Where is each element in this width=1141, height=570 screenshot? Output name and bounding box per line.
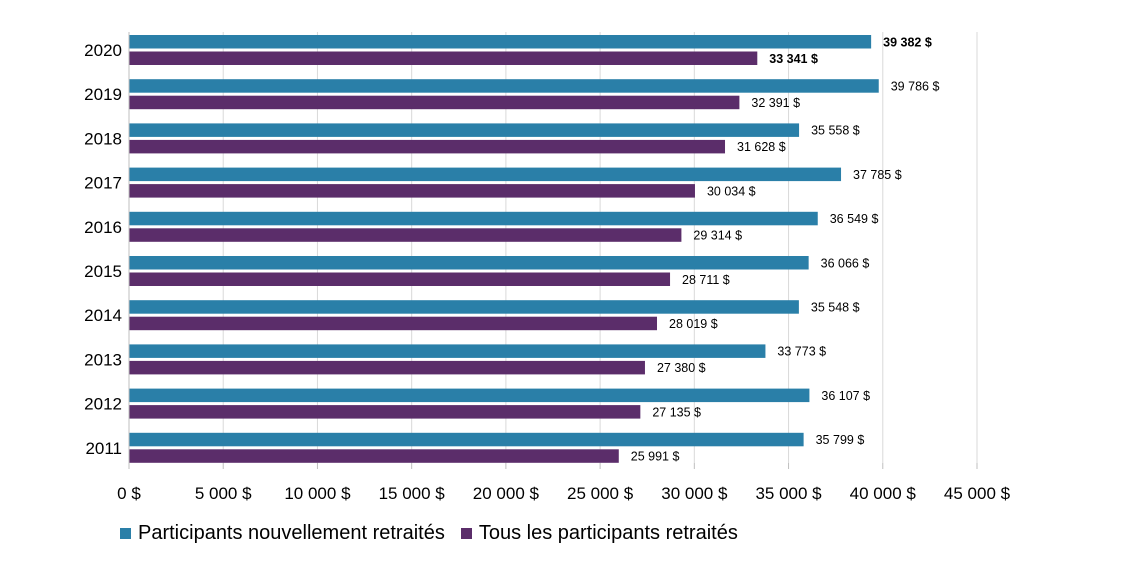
bar-all-retirees-2011 — [129, 449, 619, 463]
bar-new-retirees-2019 — [129, 79, 879, 93]
data-label: 28 019 $ — [669, 317, 718, 331]
bar-all-retirees-2017 — [129, 184, 695, 198]
data-label: 29 314 $ — [693, 229, 742, 243]
data-label: 27 135 $ — [652, 405, 701, 419]
bar-new-retirees-2012 — [129, 388, 810, 403]
category-label-2013: 2013 — [84, 350, 122, 369]
x-tick-label: 35 000 $ — [755, 484, 822, 503]
bar-all-retirees-2014 — [129, 316, 658, 331]
data-label: 25 991 $ — [631, 450, 680, 464]
x-tick-label: 25 000 $ — [567, 484, 634, 503]
bar-new-retirees-2015 — [129, 256, 809, 270]
data-label: 37 785 $ — [853, 168, 902, 182]
bar-all-retirees-2012 — [129, 405, 641, 419]
legend-swatch-new-retirees — [120, 528, 131, 539]
bar-new-retirees-2016 — [129, 211, 818, 226]
x-tick-label: 5 000 $ — [195, 484, 252, 503]
bar-all-retirees-2013 — [129, 360, 645, 375]
category-label-2018: 2018 — [84, 129, 122, 148]
data-label: 39 382 $ — [883, 35, 932, 49]
legend-label-all-retirees: Tous les participants retraités — [478, 522, 738, 544]
data-label: 35 558 $ — [811, 124, 860, 138]
bar-all-retirees-2019 — [129, 95, 740, 110]
data-label: 36 107 $ — [821, 389, 870, 403]
data-label: 39 786 $ — [891, 79, 940, 93]
bar-new-retirees-2018 — [129, 123, 800, 137]
bar-all-retirees-2016 — [129, 228, 682, 242]
x-tick-label: 45 000 $ — [944, 484, 1011, 503]
data-label: 32 391 $ — [751, 96, 800, 110]
category-label-2015: 2015 — [84, 262, 122, 281]
legend-label-new-retirees: Participants nouvellement retraités — [138, 522, 445, 544]
data-label: 27 380 $ — [657, 361, 706, 375]
data-label: 35 548 $ — [811, 300, 860, 314]
legend-item-new-retirees: Participants nouvellement retraités — [120, 522, 445, 545]
x-tick-label: 0 $ — [117, 484, 141, 503]
bar-all-retirees-2015 — [129, 272, 671, 286]
bar-new-retirees-2013 — [129, 344, 766, 358]
bar-new-retirees-2011 — [129, 432, 804, 447]
category-label-2017: 2017 — [84, 174, 122, 193]
data-label: 33 341 $ — [769, 52, 818, 66]
bar-new-retirees-2017 — [129, 167, 842, 182]
category-label-2011: 2011 — [85, 439, 122, 458]
data-label: 35 799 $ — [816, 433, 865, 447]
data-label: 31 628 $ — [737, 140, 786, 154]
data-label: 28 711 $ — [682, 273, 730, 287]
category-label-2019: 2019 — [84, 85, 122, 104]
data-label: 36 549 $ — [830, 212, 879, 226]
bar-new-retirees-2014 — [129, 300, 799, 314]
legend-item-all-retirees: Tous les participants retraités — [460, 522, 738, 545]
category-label-2012: 2012 — [84, 395, 122, 414]
data-label: 36 066 $ — [821, 256, 870, 270]
data-label: 30 034 $ — [707, 184, 756, 198]
x-tick-label: 40 000 $ — [850, 484, 917, 503]
x-tick-label: 20 000 $ — [473, 484, 540, 503]
data-label: 33 773 $ — [777, 345, 826, 359]
x-tick-label: 15 000 $ — [379, 484, 446, 503]
category-label-2016: 2016 — [84, 218, 122, 237]
category-label-2020: 2020 — [84, 41, 122, 60]
x-tick-label: 10 000 $ — [284, 484, 351, 503]
bar-all-retirees-2018 — [129, 139, 726, 154]
x-tick-label: 30 000 $ — [661, 484, 728, 503]
bar-all-retirees-2020 — [129, 51, 758, 65]
bar-new-retirees-2020 — [129, 35, 872, 49]
category-label-2014: 2014 — [84, 306, 122, 325]
legend-swatch-all-retirees — [460, 528, 472, 539]
chart-legend: Participants nouvellement retraités Tous… — [120, 522, 738, 545]
